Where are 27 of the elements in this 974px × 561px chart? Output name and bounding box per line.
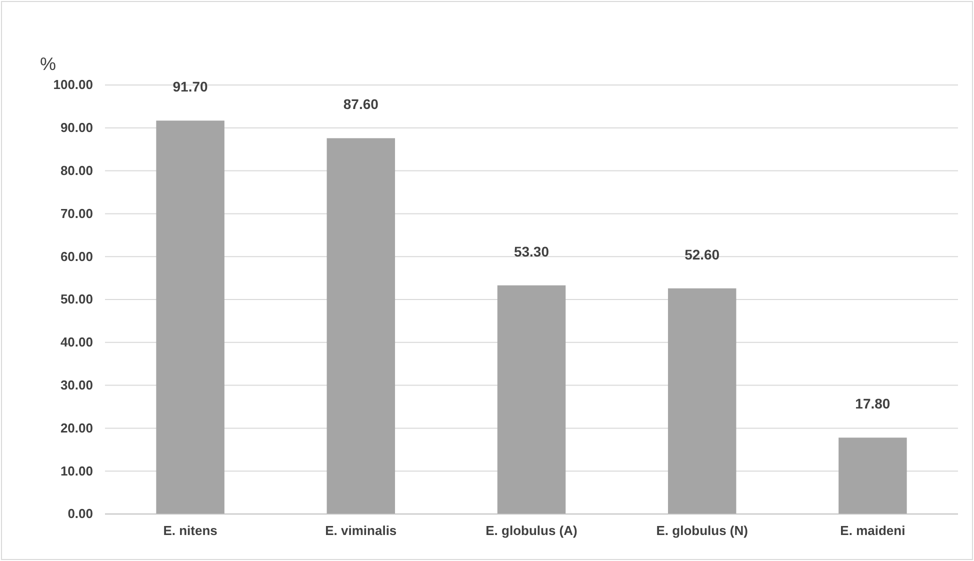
bar [497, 285, 566, 514]
x-tick-label: E. nitens [163, 523, 218, 538]
bar [838, 438, 907, 514]
y-tick-label: 20.00 [60, 420, 93, 436]
y-tick-label: 70.00 [60, 206, 93, 221]
bar [156, 120, 224, 514]
y-tick-label: 10.00 [60, 463, 93, 478]
data-label: 53.30 [514, 243, 550, 260]
data-label: 87.60 [343, 96, 379, 112]
data-label: 17.80 [855, 396, 890, 412]
x-tick-label: E. globulus (N) [656, 523, 748, 538]
data-label: 91.70 [172, 78, 208, 95]
x-tick-label: E. maideni [840, 523, 906, 538]
y-tick-label: 40.00 [60, 334, 93, 350]
y-tick-label: 100.00 [53, 77, 93, 92]
y-axis-title: % [40, 54, 56, 74]
x-tick-label: E. globulus (A) [486, 523, 578, 538]
y-tick-label: 50.00 [60, 292, 93, 307]
x-tick-label: E. viminalis [325, 523, 397, 538]
bar [326, 138, 396, 514]
y-tick-label: 80.00 [60, 162, 93, 178]
y-tick-label: 60.00 [60, 248, 93, 264]
data-label: 52.60 [684, 246, 720, 262]
y-tick-label: 90.00 [60, 120, 93, 136]
bar [668, 288, 736, 514]
y-tick-label: 30.00 [60, 377, 93, 392]
y-tick-label: 0.00 [68, 506, 93, 522]
